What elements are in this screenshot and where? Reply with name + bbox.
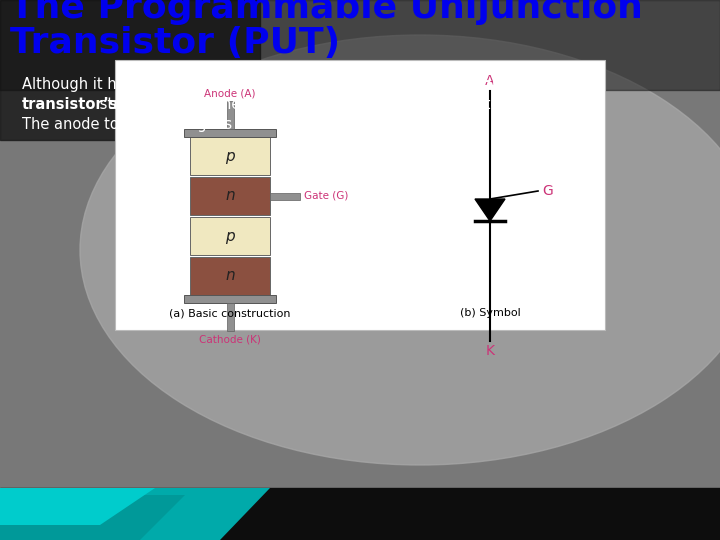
Text: Anode (A): Anode (A) bbox=[204, 88, 256, 98]
Text: Transistor (PUT): Transistor (PUT) bbox=[10, 26, 340, 60]
Bar bbox=[227, 303, 233, 331]
Text: (a) Basic construction: (a) Basic construction bbox=[169, 308, 291, 318]
Text: The Programmable Unijunction: The Programmable Unijunction bbox=[10, 0, 643, 25]
Ellipse shape bbox=[80, 35, 720, 465]
Bar bbox=[184, 295, 276, 303]
Bar bbox=[0, 0, 260, 140]
Bar bbox=[190, 217, 270, 255]
Text: structure is not the same. It is actually more similar to an SCR.: structure is not the same. It is actuall… bbox=[95, 97, 561, 112]
Bar bbox=[227, 101, 233, 129]
Bar bbox=[0, 0, 720, 90]
Bar bbox=[115, 60, 605, 330]
Bar bbox=[190, 137, 270, 175]
Bar bbox=[270, 192, 300, 199]
Bar bbox=[190, 177, 270, 215]
Text: Cathode (K): Cathode (K) bbox=[199, 334, 261, 344]
Text: The anode to gate voltage is used to turn it off and on.: The anode to gate voltage is used to tur… bbox=[22, 117, 425, 132]
Text: n: n bbox=[225, 188, 235, 204]
Text: A: A bbox=[485, 74, 495, 88]
Bar bbox=[190, 257, 270, 295]
Text: programmable unijunction: programmable unijunction bbox=[284, 77, 503, 92]
Text: p: p bbox=[225, 228, 235, 244]
Text: n: n bbox=[225, 268, 235, 284]
Polygon shape bbox=[475, 199, 505, 221]
Polygon shape bbox=[0, 488, 270, 540]
Bar bbox=[0, 488, 720, 540]
Bar bbox=[184, 129, 276, 137]
Polygon shape bbox=[0, 488, 155, 525]
Text: Gate (G): Gate (G) bbox=[304, 191, 348, 201]
Text: K: K bbox=[485, 344, 495, 358]
Text: (b) Symbol: (b) Symbol bbox=[459, 308, 521, 318]
Text: G: G bbox=[542, 184, 553, 198]
Text: p: p bbox=[225, 148, 235, 164]
Text: transistor’s: transistor’s bbox=[22, 97, 119, 112]
Polygon shape bbox=[0, 495, 185, 540]
Text: Although it has the same name as a UJT the: Although it has the same name as a UJT t… bbox=[22, 77, 350, 92]
